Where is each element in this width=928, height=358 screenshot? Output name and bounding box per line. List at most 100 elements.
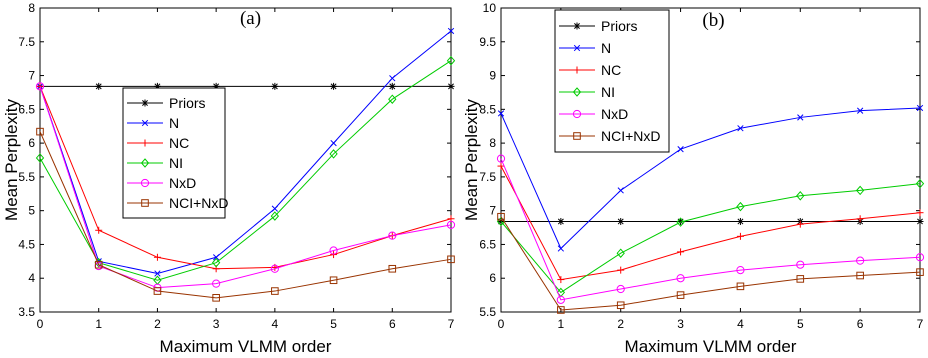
data-point xyxy=(737,125,744,132)
legend-label: N xyxy=(169,115,179,131)
data-point xyxy=(617,187,624,194)
data-point xyxy=(616,248,625,258)
data-point xyxy=(497,162,505,170)
x-tick-label: 2 xyxy=(617,317,624,331)
y-axis-label: Mean Perplexity xyxy=(2,99,21,221)
data-point xyxy=(856,107,864,114)
data-point xyxy=(796,220,804,228)
data-point xyxy=(389,75,396,82)
legend-marker xyxy=(573,44,581,52)
data-point xyxy=(94,260,103,269)
plot-area xyxy=(39,7,452,313)
data-point xyxy=(916,104,924,112)
data-point xyxy=(496,154,506,163)
x-tick-label: 2 xyxy=(154,317,161,331)
series-priors xyxy=(497,217,924,225)
legend-item: NI xyxy=(127,155,183,171)
chart-panel-a: 0 1 2 3 4 5 6 7 3.5 4 4.5 5 5.5 6 6.5 7 7.5 8 Maximum VLMM… xyxy=(2,1,456,356)
data-point xyxy=(557,245,565,252)
legend-marker xyxy=(140,158,150,168)
data-point xyxy=(211,257,221,268)
y-tick-label: 8 xyxy=(489,136,496,150)
panel-title: (a) xyxy=(240,8,261,29)
legend-marker xyxy=(141,139,149,147)
data-point xyxy=(329,149,338,159)
legend-marker xyxy=(572,109,582,119)
legend-box xyxy=(122,87,226,219)
data-point xyxy=(797,114,804,121)
y-tick-label: 8.5 xyxy=(479,102,496,116)
legend-item: N xyxy=(559,40,611,56)
x-tick-label: 7 xyxy=(917,317,924,331)
data-point xyxy=(616,284,625,294)
data-point xyxy=(35,82,45,91)
y-tick-label: 7.5 xyxy=(479,170,496,184)
x-tick-label: 5 xyxy=(797,317,804,331)
data-point xyxy=(617,266,625,274)
legend-label: NI xyxy=(601,84,615,100)
data-point xyxy=(329,246,338,255)
y-tick-label: 4 xyxy=(28,271,35,285)
x-tick-label: 3 xyxy=(213,317,220,331)
data-point xyxy=(736,266,745,275)
series-line xyxy=(500,158,921,301)
series-line xyxy=(500,107,921,250)
y-tick-label: 5.5 xyxy=(18,170,35,184)
chart-panel-b: 0 1 2 3 4 5 6 7 5.5 6 6.5 7 7.5 8 8.5 9 9.5 10 Maximum VLM… xyxy=(462,1,925,356)
series-nc xyxy=(36,82,455,273)
data-point xyxy=(212,294,220,302)
data-point xyxy=(95,226,103,234)
series-line xyxy=(500,216,921,311)
legend-item: NxD xyxy=(559,106,628,122)
series-nc xyxy=(497,162,924,284)
legend: Priors N NC NI NxD NCI+NxD xyxy=(122,87,229,219)
series-line xyxy=(39,86,452,289)
y-axis-label: Mean Perplexity xyxy=(462,99,481,221)
data-point xyxy=(915,178,925,189)
y-tick-label: 6 xyxy=(489,271,496,285)
data-point xyxy=(388,94,397,104)
y-tick-label: 5 xyxy=(28,204,35,218)
legend-label: NC xyxy=(601,62,621,78)
legend-item: NC xyxy=(559,62,621,78)
data-point xyxy=(676,291,685,299)
x-tick-label: 0 xyxy=(498,317,505,331)
data-point xyxy=(446,220,456,229)
data-point xyxy=(36,127,44,136)
data-point xyxy=(856,256,865,265)
legend-label: NCI+NxD xyxy=(601,128,661,144)
legend-label: NxD xyxy=(169,175,196,191)
data-point xyxy=(616,301,625,310)
data-point xyxy=(856,271,864,280)
data-point xyxy=(736,282,745,291)
legend-marker xyxy=(573,132,581,140)
data-point xyxy=(388,264,397,273)
data-point xyxy=(557,306,565,314)
data-point xyxy=(153,287,162,295)
data-point xyxy=(676,274,685,283)
data-point xyxy=(916,268,924,276)
data-point xyxy=(388,231,397,240)
y-tick-label: 4.5 xyxy=(18,237,35,251)
data-point xyxy=(855,185,865,196)
data-point xyxy=(95,82,103,90)
series-n xyxy=(36,27,455,277)
data-point xyxy=(271,287,279,295)
x-tick-label: 4 xyxy=(737,317,744,331)
y-tick-label: 7 xyxy=(489,204,496,218)
data-point xyxy=(916,217,924,225)
y-tick-label: 9.5 xyxy=(479,35,496,49)
data-point xyxy=(271,205,279,212)
y-tick-label: 3.5 xyxy=(18,305,35,319)
y-tick-label: 6.5 xyxy=(18,102,35,116)
data-point xyxy=(270,264,279,273)
data-point xyxy=(271,82,279,90)
x-tick-label: 7 xyxy=(448,317,455,331)
x-tick-label: 5 xyxy=(330,317,337,331)
series-line xyxy=(39,131,452,299)
data-point xyxy=(617,217,625,225)
legend-item: NC xyxy=(127,135,189,151)
legend-marker xyxy=(573,66,581,74)
series-line xyxy=(39,86,452,270)
